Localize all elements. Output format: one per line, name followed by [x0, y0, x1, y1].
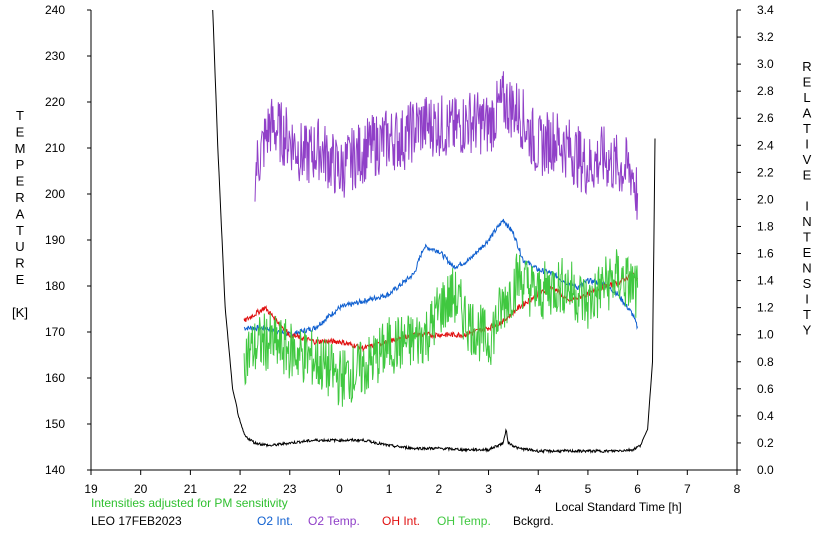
y-right-label-letter: L	[803, 90, 810, 105]
x-tick-label: 21	[184, 482, 198, 496]
y-right-label-letter: T	[803, 307, 811, 322]
y-right-tick-label: 3.2	[757, 30, 774, 44]
y-left-label-letter: T	[16, 108, 24, 123]
y-right-tick-label: 1.8	[757, 219, 774, 233]
y-right-label-letter: I	[805, 292, 809, 307]
y-left-label-letter: R	[15, 190, 24, 205]
y-right-tick-label: 0.6	[757, 382, 774, 396]
x-tick-label: 2	[436, 482, 443, 496]
legend-entry: OH Int.	[382, 514, 420, 528]
y-left-tick-label: 230	[45, 49, 65, 63]
x-tick-label: 7	[684, 482, 691, 496]
y-right-label-letter: I	[805, 199, 809, 214]
y-left-label-letter: P	[16, 157, 25, 172]
y-left-tick-label: 240	[45, 3, 65, 17]
y-right-label-letter: Y	[803, 323, 812, 338]
y-right-tick-label: 1.4	[757, 274, 774, 288]
y-right-tick-label: 2.4	[757, 138, 774, 152]
series-line-4	[212, 9, 656, 455]
axes	[87, 9, 741, 475]
y-right-label-letter: T	[803, 230, 811, 245]
axis-labels: 1401501601701801902002102202302400.00.20…	[12, 3, 812, 496]
y-right-tick-label: 3.0	[757, 57, 774, 71]
y-right-label-letter: I	[805, 137, 809, 152]
y-right-tick-label: 0.8	[757, 355, 774, 369]
y-left-label-letter: U	[15, 239, 24, 254]
y-right-tick-label: 2.2	[757, 165, 774, 179]
y-left-tick-label: 210	[45, 141, 65, 155]
y-right-label-letter: S	[803, 276, 812, 291]
legend: O2 Int. O2 Temp. OH Int. OH Temp. Bckgrd.	[257, 514, 554, 528]
y-left-label-letter: E	[16, 174, 25, 189]
y-right-label-letter: E	[803, 168, 812, 183]
y-left-tick-label: 200	[45, 187, 65, 201]
legend-entry: OH Temp.	[437, 514, 491, 528]
x-tick-label: 0	[336, 482, 343, 496]
y-left-tick-label: 190	[45, 233, 65, 247]
y-right-tick-label: 0.4	[757, 409, 774, 423]
y-right-label-letter: E	[803, 245, 812, 260]
y-left-tick-label: 220	[45, 95, 65, 109]
legend-entry: Bckgrd.	[513, 514, 554, 528]
x-tick-label: 19	[84, 482, 98, 496]
y-right-tick-label: 0.0	[757, 463, 774, 477]
y-left-tick-label: 160	[45, 371, 65, 385]
y-left-label-letter: E	[16, 272, 25, 287]
y-left-label-letter: [K]	[12, 305, 28, 320]
x-tick-label: 4	[535, 482, 542, 496]
x-tick-label: 6	[634, 482, 641, 496]
legend-entry: O2 Temp.	[308, 514, 360, 528]
y-left-label-letter: A	[16, 206, 25, 221]
series-line-1	[254, 71, 639, 220]
y-right-tick-label: 2.6	[757, 111, 774, 125]
y-right-tick-label: 1.6	[757, 247, 774, 261]
legend-entry: O2 Int.	[257, 514, 293, 528]
y-right-label-letter: E	[803, 75, 812, 90]
y-left-tick-label: 170	[45, 325, 65, 339]
plot-area	[212, 9, 656, 455]
y-right-tick-label: 3.4	[757, 3, 774, 17]
station-date: LEO 17FEB2023	[91, 514, 182, 528]
sensitivity-note: Intensities adjusted for PM sensitivity	[91, 496, 288, 510]
y-right-tick-label: 2.0	[757, 192, 774, 206]
y-right-label-letter: R	[802, 59, 811, 74]
x-tick-label: 22	[233, 482, 247, 496]
y-left-label-letter: M	[15, 141, 26, 156]
y-left-tick-label: 180	[45, 279, 65, 293]
x-tick-label: 8	[734, 482, 741, 496]
y-right-label-letter: V	[803, 152, 812, 167]
x-tick-label: 20	[134, 482, 148, 496]
y-right-label-letter: A	[803, 106, 812, 121]
y-right-label-letter: T	[803, 121, 811, 136]
y-left-tick-label: 150	[45, 417, 65, 431]
x-tick-label: 1	[386, 482, 393, 496]
y-right-tick-label: 1.2	[757, 301, 774, 315]
y-right-tick-label: 1.0	[757, 328, 774, 342]
series-line-3	[243, 249, 639, 407]
x-tick-label: 3	[485, 482, 492, 496]
x-tick-label: 23	[283, 482, 297, 496]
y-left-label-letter: E	[16, 124, 25, 139]
y-left-label-letter: R	[15, 256, 24, 271]
x-axis-label: Local Standard Time [h]	[555, 500, 682, 514]
y-right-label-letter: N	[802, 214, 811, 229]
y-right-label-letter: N	[802, 261, 811, 276]
y-left-tick-label: 140	[45, 463, 65, 477]
y-right-tick-label: 0.2	[757, 436, 774, 450]
y-right-tick-label: 2.8	[757, 84, 774, 98]
x-tick-label: 5	[585, 482, 592, 496]
y-left-label-letter: T	[16, 223, 24, 238]
